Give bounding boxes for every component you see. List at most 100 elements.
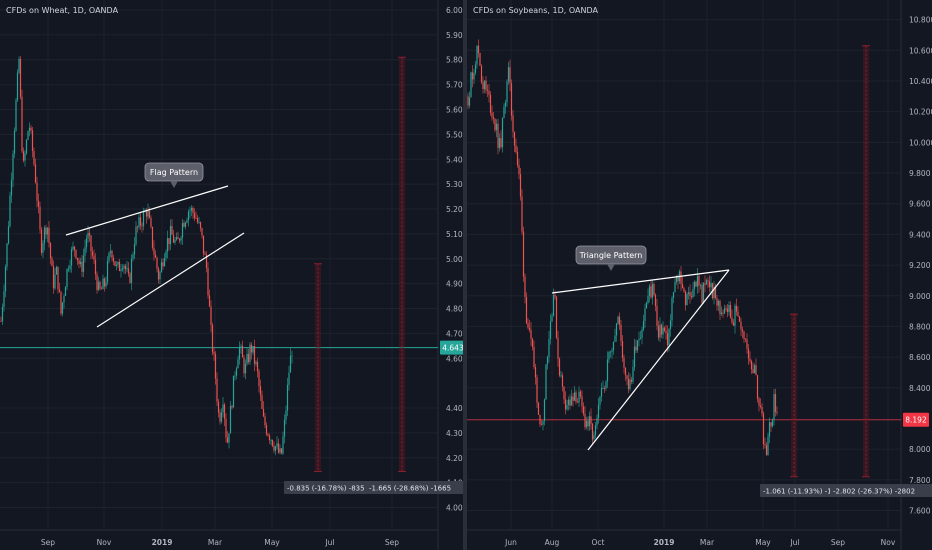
candle-body	[246, 353, 248, 364]
candle-body	[716, 298, 718, 306]
candle-body	[250, 344, 253, 353]
candle-body	[150, 217, 152, 227]
candle-body	[500, 138, 502, 148]
wheat-chart-pane[interactable]: CFDs on Wheat, 1D, OANDA 6.000 5.900 5.800…	[0, 0, 463, 550]
candle-body	[30, 127, 32, 131]
candle-body	[561, 375, 564, 387]
y-tick-label: 9.200	[909, 261, 931, 270]
candle-body	[668, 329, 670, 346]
trendline[interactable]	[587, 269, 730, 451]
candle-body	[774, 394, 777, 412]
trendline[interactable]	[65, 185, 229, 236]
candle-body	[84, 247, 86, 256]
y-tick-label: 5.200	[446, 205, 463, 214]
candle-body	[641, 329, 643, 338]
measure-range-bar[interactable]	[399, 57, 405, 472]
candle-body	[767, 436, 769, 456]
candle-body	[229, 406, 232, 434]
candle-body	[525, 297, 528, 324]
candle-body	[231, 406, 233, 408]
candle-body	[102, 278, 104, 289]
candle-body	[771, 420, 774, 427]
trendline[interactable]	[551, 269, 730, 294]
candle-body	[617, 316, 619, 324]
measure-range-bar[interactable]	[863, 45, 869, 477]
soybeans-chart-title: CFDs on Soybeans, 1D, OANDA	[473, 6, 598, 15]
candle-body	[611, 350, 613, 352]
candle-body	[64, 287, 67, 296]
candle-body	[19, 58, 22, 97]
candle-body	[286, 384, 289, 411]
candle-body	[564, 399, 567, 410]
candle-body	[166, 238, 169, 252]
candle-body	[82, 255, 85, 272]
candle-body	[184, 222, 187, 227]
pane-divider[interactable]	[463, 0, 467, 550]
candle-body	[698, 275, 700, 286]
candle-body	[624, 367, 627, 376]
candle-body	[506, 81, 508, 103]
candle-body	[169, 226, 172, 245]
candle-body	[73, 246, 76, 250]
candle-body	[485, 80, 487, 91]
candle-body	[123, 265, 125, 269]
candle-body	[55, 266, 58, 275]
candle-body	[270, 439, 272, 441]
current-price-label: 4.643	[442, 344, 463, 353]
candle-body	[234, 375, 236, 377]
y-tick-label: 5.400	[446, 155, 463, 164]
soybeans-chart[interactable]: 10.800 10.600 10.400 10.200 10.000 9.800 9.600…	[467, 0, 932, 550]
candle-body	[569, 399, 571, 406]
candle-body	[1, 306, 4, 322]
candle-body	[187, 211, 190, 221]
pattern-callout[interactable]: Triangle Pattern	[575, 245, 647, 271]
candle-body	[491, 112, 493, 117]
measure-range-bar[interactable]	[315, 263, 321, 472]
soybeans-chart-pane[interactable]: CFDs on Soybeans, 1D, OANDA 10.800 10.600…	[467, 0, 932, 550]
candle-body	[69, 265, 71, 269]
y-tick-label: 4.200	[446, 454, 463, 463]
candle-body	[539, 414, 541, 425]
candle-body	[530, 330, 532, 339]
candle-body	[210, 306, 212, 326]
candle-body	[480, 65, 483, 83]
candle-body	[91, 251, 94, 256]
candle-body	[686, 294, 688, 306]
y-tick-label: 5.300	[446, 180, 463, 189]
candle-body	[503, 106, 505, 118]
candle-body	[492, 116, 495, 119]
candle-body	[213, 352, 215, 355]
candle-body	[223, 404, 226, 419]
candle-body	[36, 182, 38, 201]
candle-body	[513, 131, 516, 146]
candle-body	[587, 420, 589, 427]
candle-body	[249, 344, 251, 363]
pattern-callout[interactable]: Flag Pattern	[144, 162, 204, 188]
candle-body	[75, 249, 77, 258]
candle-body	[567, 399, 570, 406]
wheat-chart-title: CFDs on Wheat, 1D, OANDA	[6, 6, 119, 15]
x-tick-label: Nov	[881, 538, 896, 547]
candle-body	[551, 315, 553, 322]
candle-body	[581, 396, 583, 407]
candle-body	[557, 337, 559, 359]
candle-body	[735, 305, 738, 312]
measure-label-box	[366, 481, 463, 494]
x-tick-label: Aug	[545, 538, 560, 547]
candle-body	[136, 226, 139, 228]
candle-body	[732, 322, 735, 326]
y-tick-label: 8.600	[909, 353, 931, 362]
candle-body	[135, 226, 137, 245]
candle-body	[540, 424, 543, 425]
candle-body	[153, 247, 155, 255]
candle-body	[659, 324, 661, 338]
candle-body	[118, 261, 121, 272]
candle-body	[238, 346, 241, 360]
x-tick-label: Mar	[700, 538, 715, 547]
candle-body	[768, 422, 771, 437]
candle-body	[623, 358, 625, 368]
candle-body	[636, 340, 639, 351]
wheat-chart[interactable]: 6.000 5.900 5.800 5.700 5.600 5.500 5.400 5.300…	[0, 0, 463, 550]
candle-body	[558, 358, 561, 376]
trendline[interactable]	[96, 232, 245, 328]
